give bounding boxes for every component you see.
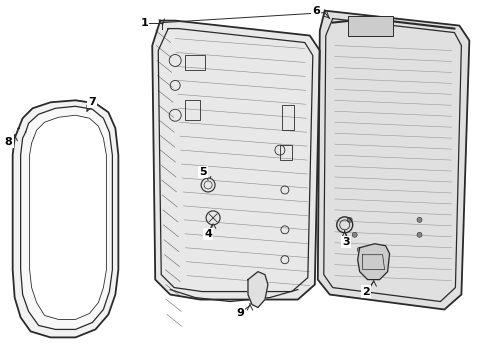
Bar [348,15,392,36]
Text: 3: 3 [342,237,349,247]
Circle shape [417,232,422,237]
Circle shape [417,217,422,222]
Circle shape [357,247,362,252]
Text: 7: 7 [89,97,97,107]
Circle shape [347,217,352,222]
Text: 8: 8 [5,137,13,147]
Text: 4: 4 [204,229,212,239]
Polygon shape [13,100,119,337]
Text: 1: 1 [141,18,148,28]
Polygon shape [318,11,469,310]
Text: 9: 9 [236,309,244,319]
Text: 5: 5 [199,167,207,177]
Polygon shape [152,21,320,300]
Bar [282,105,294,130]
Bar [280,145,292,160]
Text: 6: 6 [312,6,320,15]
Polygon shape [358,244,390,280]
Circle shape [201,178,215,192]
Bar [185,100,200,120]
Text: 2: 2 [362,287,369,297]
Bar [185,55,205,71]
Polygon shape [21,106,112,329]
Circle shape [352,232,357,237]
Polygon shape [29,115,106,319]
Polygon shape [248,272,268,307]
Circle shape [206,211,220,225]
